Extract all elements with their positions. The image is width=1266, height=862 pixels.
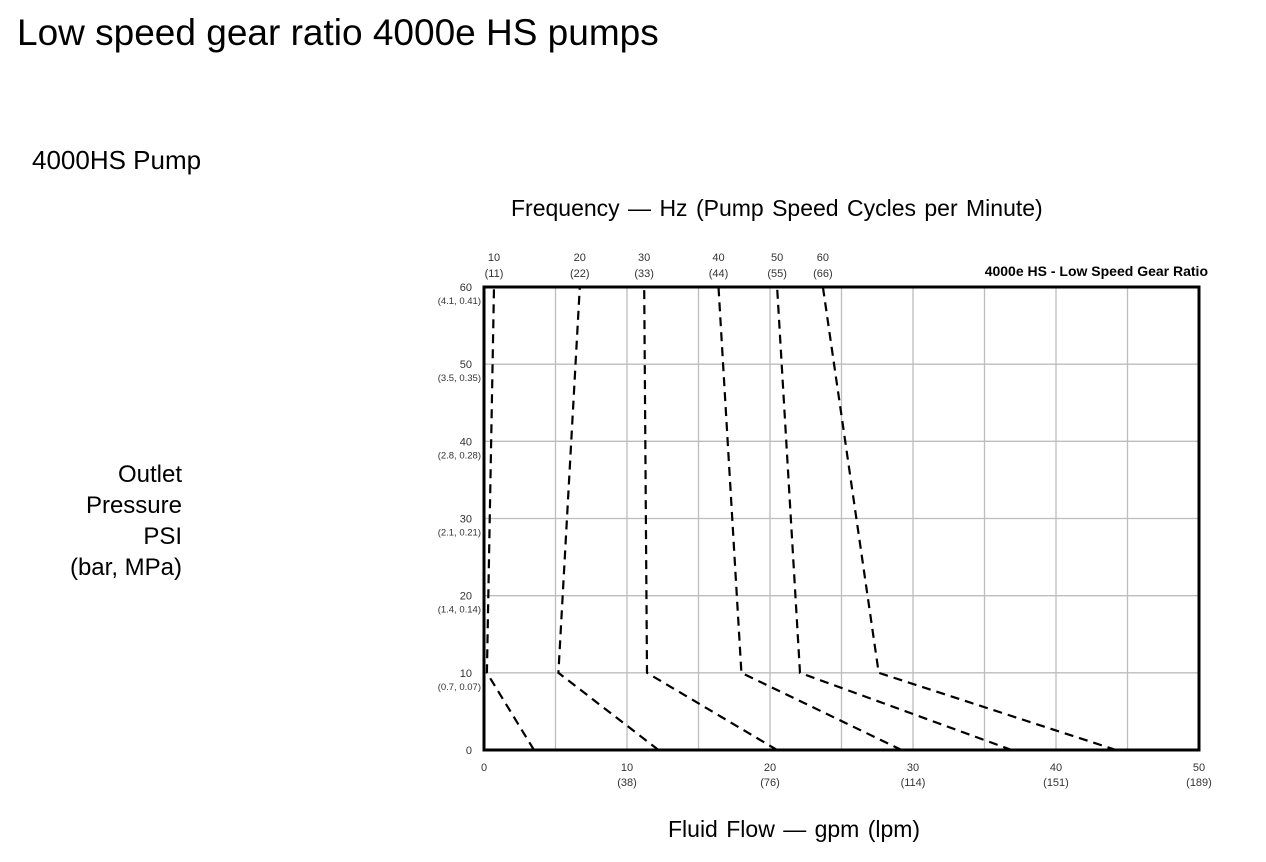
plot-frame xyxy=(482,285,1201,752)
y-tick-sublabel: (2.8, 0.28) xyxy=(438,450,481,461)
frequency-label: 30 xyxy=(638,252,650,264)
x-tick-label: 30 xyxy=(907,762,919,774)
frequency-sublabel: (22) xyxy=(570,268,590,280)
frequency-curve-1 xyxy=(485,286,535,751)
y-tick-label: 10 xyxy=(460,668,472,680)
y-tick-label: 30 xyxy=(460,514,472,526)
frequency-sublabel: (33) xyxy=(634,268,654,280)
y-tick-label: 50 xyxy=(460,359,472,371)
frequency-curve-2 xyxy=(557,286,660,751)
y-tick-label: 20 xyxy=(460,591,472,603)
x-tick-sublabel: (38) xyxy=(617,777,637,789)
x-axis-title: Fluid Flow — gpm (lpm) xyxy=(668,816,921,842)
frequency-label: 50 xyxy=(771,252,783,264)
y-axis-title-line: PSI xyxy=(143,523,182,550)
frequency-curve-4 xyxy=(717,286,903,751)
x-tick-label: 10 xyxy=(621,762,633,774)
frequency-curve-5 xyxy=(776,286,1013,752)
frequency-axis-title: Frequency — Hz (Pump Speed Cycles per Mi… xyxy=(511,195,1043,221)
y-tick-sublabel: (4.1, 0.41) xyxy=(438,296,481,307)
y-axis-title: Outlet Pressure PSI (bar, MPa) xyxy=(70,459,182,583)
x-tick-label: 50 xyxy=(1193,762,1205,774)
frequency-sublabel: (11) xyxy=(485,268,504,280)
y-tick-sublabel: (3.5, 0.35) xyxy=(438,373,481,384)
tick-labels: 0 10 (38) 20 (76) 30 (114) 40 (151) 50 (189) 0 10 (0.… xyxy=(438,252,1212,789)
x-tick-sublabel: (151) xyxy=(1043,777,1069,789)
chart-title: 4000e HS - Low Speed Gear Ratio xyxy=(985,263,1208,279)
y-tick-sublabel: (0.7, 0.07) xyxy=(438,682,481,693)
y-axis-title-line: Outlet xyxy=(117,461,182,488)
x-tick-sublabel: (189) xyxy=(1186,777,1212,789)
frequency-label: 10 xyxy=(488,252,500,264)
x-tick-sublabel: (76) xyxy=(760,777,780,789)
x-tick-label: 20 xyxy=(764,762,776,774)
x-tick-label: 0 xyxy=(481,762,487,774)
series-lines xyxy=(485,286,1117,752)
frequency-sublabel: (44) xyxy=(709,268,729,280)
x-tick-label: 40 xyxy=(1050,762,1062,774)
y-tick-sublabel: (1.4, 0.14) xyxy=(438,605,481,616)
y-axis-title-line: (bar, MPa) xyxy=(69,554,182,581)
frequency-sublabel: (66) xyxy=(813,268,833,280)
x-tick-sublabel: (114) xyxy=(901,777,926,789)
frequency-curve-3 xyxy=(643,286,778,751)
frequency-curve-6 xyxy=(821,286,1117,752)
page-title: Low speed gear ratio 4000e HS pumps xyxy=(17,12,659,53)
y-axis-title-line: Pressure xyxy=(85,492,182,519)
y-tick-sublabel: (2.1, 0.21) xyxy=(438,528,481,539)
frequency-label: 60 xyxy=(817,252,829,264)
y-tick-label: 0 xyxy=(466,745,472,757)
y-tick-label: 60 xyxy=(460,282,472,294)
pump-subtitle: 4000HS Pump xyxy=(32,145,202,175)
grid-lines xyxy=(483,286,1200,751)
frequency-label: 40 xyxy=(712,252,724,264)
y-tick-label: 40 xyxy=(460,436,472,448)
frequency-sublabel: (55) xyxy=(767,268,787,280)
frequency-label: 20 xyxy=(574,252,586,264)
